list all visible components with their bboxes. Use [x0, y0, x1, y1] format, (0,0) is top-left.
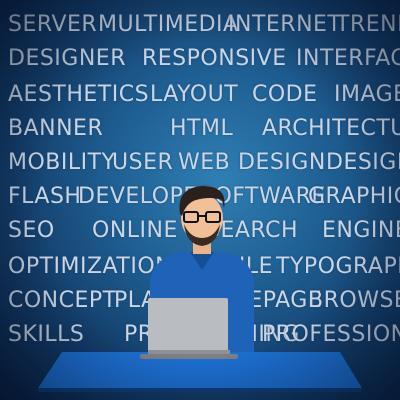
- laptop-lid: [148, 298, 228, 354]
- laptop-base: [140, 354, 238, 359]
- desk-shadow: [38, 388, 362, 392]
